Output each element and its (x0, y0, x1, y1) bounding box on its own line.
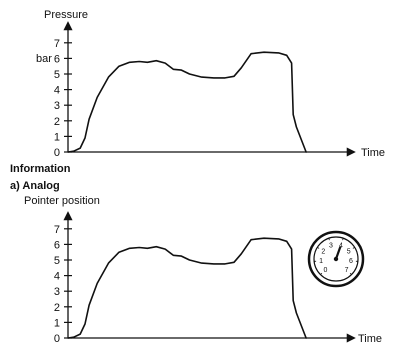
y-tick-label: 1 (54, 131, 60, 143)
y-axis-label: Pointer position (24, 195, 100, 207)
y-tick-label: 5 (54, 255, 60, 267)
y-tick-label: 4 (54, 271, 60, 283)
y-unit-label: bar (36, 53, 52, 65)
gauge-tick (320, 272, 323, 275)
gauge-number: 4 (339, 242, 343, 249)
gauge-number: 2 (321, 249, 325, 256)
x-axis-label: Time (361, 147, 385, 159)
y-tick-label: 1 (54, 317, 60, 329)
gauge-number: 1 (319, 258, 323, 265)
gauge-tick (317, 246, 320, 249)
gauge-hub (333, 256, 339, 262)
series-line (67, 237, 307, 339)
y-tick-label: 2 (54, 302, 60, 314)
gauge-number: 3 (329, 242, 333, 249)
gauge-number: 6 (349, 258, 353, 265)
gauge-tick (352, 246, 355, 249)
y-tick-label: 6 (54, 239, 60, 251)
gauge-number: 7 (345, 267, 349, 274)
y-ticks: 0 1 2 3 4 5 6 7 (54, 224, 72, 345)
y-tick-label: 2 (54, 116, 60, 128)
series-line (67, 51, 307, 153)
analog-gauge: 01 23 45 67 (307, 230, 365, 288)
gauge-tick (328, 238, 330, 241)
pressure-chart: Pressure Time bar 0 1 2 3 4 5 6 7 (36, 9, 385, 159)
gauge-tick (349, 272, 352, 275)
x-axis-label: Time (358, 333, 382, 345)
y-tick-label: 5 (54, 69, 60, 81)
y-tick-label: 4 (54, 85, 60, 97)
y-tick-label: 7 (54, 38, 60, 50)
y-ticks: 0 1 2 3 4 5 6 7 (54, 38, 72, 159)
gauge-scale: 01 23 45 67 (314, 238, 358, 275)
gauge-number: 5 (347, 249, 351, 256)
y-tick-label: 3 (54, 286, 60, 298)
section-title: Information (10, 163, 71, 175)
y-tick-label: 7 (54, 224, 60, 236)
y-tick-label: 0 (54, 333, 60, 345)
y-tick-label: 6 (54, 53, 60, 65)
gauge-tick (342, 238, 344, 241)
y-tick-label: 3 (54, 100, 60, 112)
y-axis-label: Pressure (44, 9, 88, 21)
gauge-number: 0 (323, 267, 327, 274)
section-subtitle: a) Analog (10, 180, 60, 192)
y-tick-label: 0 (54, 147, 60, 159)
